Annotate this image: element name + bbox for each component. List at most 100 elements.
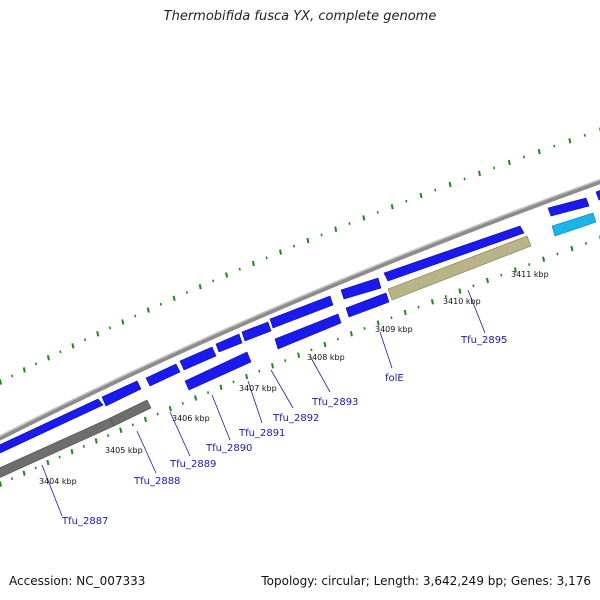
track-tick: [258, 369, 261, 373]
track-tick: [570, 245, 574, 252]
track-tick: [448, 181, 452, 188]
track-tick: [349, 331, 353, 337]
gene-label-tfu2889[interactable]: Tfu_2889: [169, 459, 216, 470]
track-tick: [403, 309, 407, 316]
track-tick: [0, 481, 2, 487]
kbp-label: 3406 kbp: [172, 414, 210, 423]
track-tick: [500, 273, 503, 277]
track-tick: [542, 256, 546, 262]
track-tick: [430, 299, 434, 305]
track-tick: [419, 192, 423, 199]
track-tick: [376, 320, 380, 326]
track-tick: [219, 384, 223, 390]
track-tick: [108, 326, 111, 330]
track-tick: [297, 352, 301, 358]
track-tick: [82, 444, 85, 448]
cds-arrow[interactable]: [345, 292, 390, 318]
kbp-label: 3407 kbp: [239, 384, 277, 393]
cds-arrow[interactable]: [179, 346, 217, 371]
track-tick: [292, 244, 295, 248]
cds-arrow[interactable]: [241, 321, 272, 342]
cds-arrow[interactable]: [340, 277, 382, 300]
track-tick: [232, 380, 235, 384]
cds-arrow[interactable]: [269, 295, 334, 329]
track-tick: [583, 133, 586, 137]
kbp-label: 3410 kbp: [443, 297, 481, 306]
track-tick: [463, 177, 466, 181]
gene-label-tfu2887[interactable]: Tfu_2887: [61, 516, 108, 527]
cds-arrow[interactable]: [215, 333, 243, 353]
track-tick: [121, 319, 125, 325]
track-tick: [568, 138, 572, 144]
rrna-bar[interactable]: [387, 235, 532, 301]
track-tick: [59, 350, 62, 354]
track-tick: [528, 263, 531, 266]
trna-bar[interactable]: [551, 212, 597, 237]
track-tick: [434, 188, 437, 192]
track-tick: [22, 470, 26, 476]
cds-arrow[interactable]: [0, 398, 104, 454]
cds-arrow[interactable]: [184, 351, 252, 391]
kbp-label: 3405 kbp: [105, 446, 143, 455]
gene-labels: Tfu_2887 Tfu_2888 Tfu_2889 Tfu_2890 Tfu_…: [61, 335, 507, 527]
track-tick: [212, 279, 215, 283]
track-tick: [271, 363, 274, 369]
track-tick: [159, 302, 162, 306]
gene-label-tfu2895[interactable]: Tfu_2895: [460, 335, 507, 346]
track-tick: [194, 395, 198, 401]
gene-gray-bar[interactable]: [109, 399, 152, 427]
track-tick: [284, 359, 287, 362]
map-title: Thermobifida fusca YX, complete genome: [163, 9, 437, 24]
track-tick: [168, 406, 172, 412]
gene-leader-lines: [41, 289, 486, 517]
kbp-label: 3409 kbp: [375, 325, 413, 334]
track-tick: [11, 477, 14, 481]
kbp-label: 3408 kbp: [307, 353, 345, 362]
track-tick: [537, 148, 541, 155]
track-tick: [58, 455, 61, 459]
track-tick: [84, 338, 87, 342]
track-tick: [493, 166, 496, 170]
track-tick: [513, 267, 517, 273]
track-tick: [444, 295, 447, 298]
genome-summary-text: Topology: circular; Length: 3,642,249 bp…: [261, 574, 591, 588]
track-tick: [472, 284, 475, 288]
gene-label-tfu2888[interactable]: Tfu_2888: [133, 476, 180, 487]
gene-label-tfu2891[interactable]: Tfu_2891: [238, 428, 285, 439]
cds-arrow[interactable]: [145, 363, 181, 387]
track-tick: [207, 391, 210, 395]
accession-text: Accession: NC_007333: [9, 574, 146, 588]
track-tick: [507, 159, 511, 166]
track-tick: [46, 459, 50, 466]
gene-label-tfu2892[interactable]: Tfu_2892: [272, 413, 319, 424]
track-tick: [96, 331, 100, 337]
track-tick: [376, 210, 379, 214]
track-tick: [107, 434, 110, 437]
track-tick: [198, 284, 202, 290]
track-tick: [334, 226, 338, 232]
gene-label-tfu2893[interactable]: Tfu_2893: [311, 397, 358, 408]
track-tick: [320, 233, 323, 237]
track-tick: [245, 373, 249, 380]
track-tick: [390, 204, 394, 210]
outer-tick-track: [0, 127, 600, 385]
track-tick: [131, 423, 134, 427]
track-tick: [0, 379, 2, 385]
cds-arrow[interactable]: [383, 225, 525, 282]
forward-strand-features: [0, 188, 600, 454]
track-tick: [478, 170, 481, 177]
cds-arrow[interactable]: [274, 313, 342, 350]
track-tick: [363, 327, 366, 330]
track-tick: [119, 427, 123, 433]
cds-arrow[interactable]: [101, 380, 142, 407]
track-tick: [70, 449, 74, 455]
gene-label-tfu2890[interactable]: Tfu_2890: [205, 443, 252, 454]
track-tick: [134, 314, 137, 318]
track-tick: [11, 374, 14, 378]
track-tick: [238, 267, 241, 271]
cds-arrow[interactable]: [595, 188, 600, 201]
track-tick: [556, 252, 559, 256]
cds-arrow[interactable]: [547, 197, 590, 217]
gene-label-fole[interactable]: folE: [385, 373, 404, 384]
